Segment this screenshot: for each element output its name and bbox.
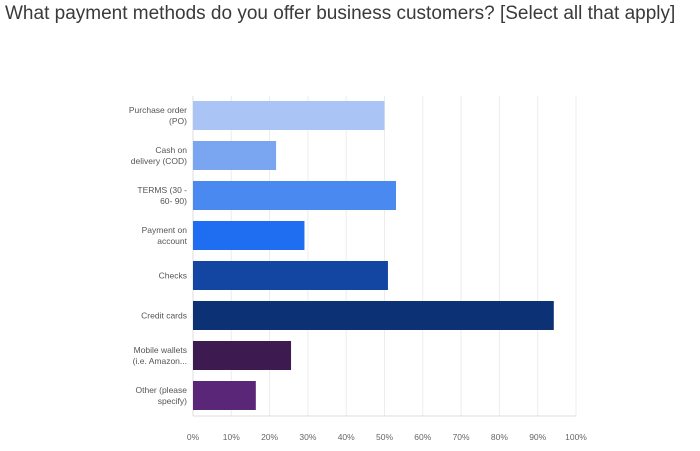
category-label-line: (PO) <box>169 116 187 126</box>
chart-title: What payment methods do you offer busine… <box>5 3 676 24</box>
category-label-line: Cash on <box>155 145 187 155</box>
bar <box>193 101 385 130</box>
category-label-line: Payment on <box>142 225 188 235</box>
bar <box>193 341 292 370</box>
category-label-line: Checks <box>159 271 187 281</box>
bar <box>193 301 554 330</box>
x-tick-label: 0% <box>187 432 200 442</box>
x-tick-label: 20% <box>261 432 278 442</box>
category-label: Other (please specify) <box>136 385 188 406</box>
x-tick-label: 10% <box>223 432 240 442</box>
category-label-line: specify) <box>158 396 187 406</box>
bar <box>193 381 256 410</box>
category-label: Purchase order (PO) <box>129 105 187 126</box>
bar <box>193 261 388 290</box>
category-label: Payment on account <box>142 225 188 246</box>
category-label-line: Mobile wallets <box>134 345 187 355</box>
category-label: TERMS (30 -60- 90) <box>137 185 187 206</box>
category-label-line: Credit cards <box>141 311 187 321</box>
bar <box>193 221 305 250</box>
x-tick-label: 60% <box>414 432 431 442</box>
category-label-line: account <box>157 236 187 246</box>
x-tick-label: 50% <box>376 432 393 442</box>
category-label: Credit cards <box>141 311 187 321</box>
category-label-line: 60- 90) <box>160 196 187 206</box>
bar <box>193 181 396 210</box>
x-tick-label: 80% <box>491 432 508 442</box>
x-tick-label: 30% <box>299 432 316 442</box>
category-label: Cash on delivery (COD) <box>131 145 187 166</box>
category-label-line: Other (please <box>136 385 188 395</box>
x-tick-label: 40% <box>338 432 355 442</box>
x-tick-label: 90% <box>529 432 546 442</box>
category-label-line: TERMS (30 - <box>137 185 187 195</box>
category-label-line: delivery (COD) <box>131 156 187 166</box>
category-label: Mobile wallets (i.e. Amazon... <box>133 345 187 366</box>
category-label-line: (i.e. Amazon... <box>133 356 187 366</box>
category-label: Checks <box>159 271 187 281</box>
bar <box>193 141 277 170</box>
x-tick-label: 100% <box>565 432 587 442</box>
x-tick-label: 70% <box>453 432 470 442</box>
category-label-line: Purchase order <box>129 105 187 115</box>
